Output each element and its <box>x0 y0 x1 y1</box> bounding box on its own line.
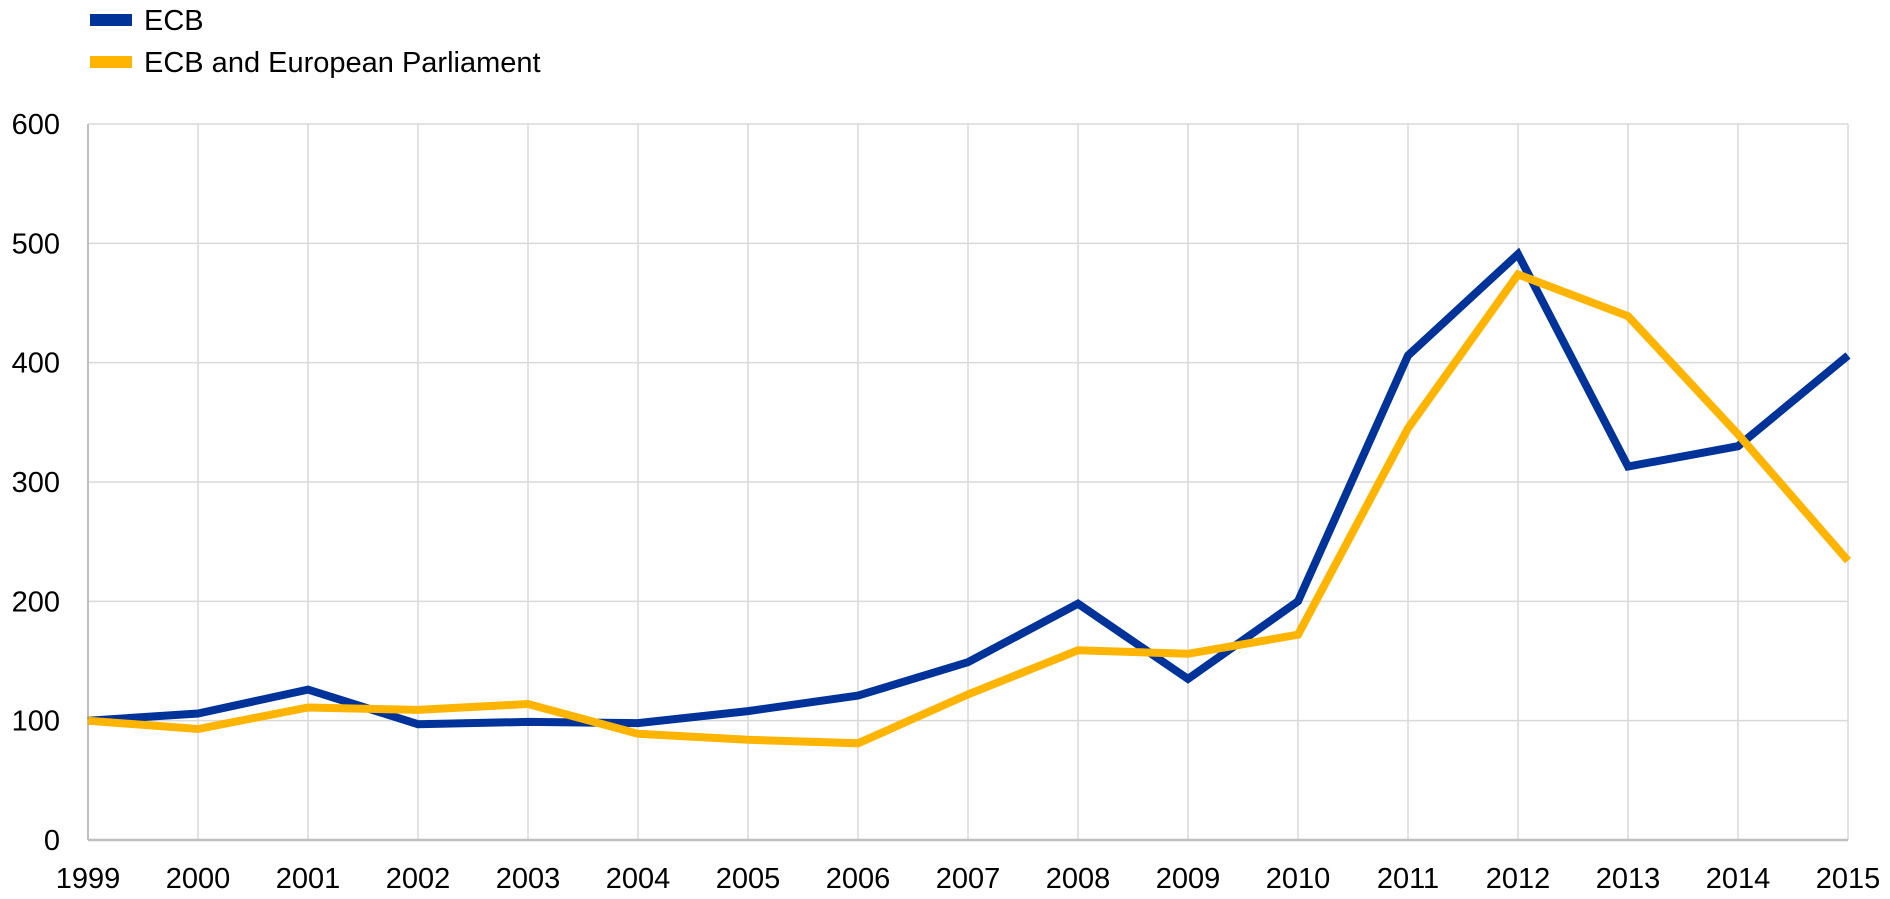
y-tick-label: 0 <box>44 825 60 857</box>
y-tick-label: 500 <box>12 228 60 260</box>
x-tick-label: 2014 <box>1706 863 1771 895</box>
x-tick-label: 2006 <box>826 863 891 895</box>
x-tick-label: 2009 <box>1156 863 1221 895</box>
y-tick-label: 100 <box>12 706 60 738</box>
x-tick-label: 2001 <box>276 863 341 895</box>
x-tick-label: 2013 <box>1596 863 1661 895</box>
gridlines <box>87 123 1849 840</box>
y-tick-label: 600 <box>12 109 60 141</box>
series-lines <box>87 247 1852 748</box>
axes: 0 100 200 300 400 500 600 1999 2000 2001 2002 2003 2… <box>12 109 1881 895</box>
y-tick-label: 300 <box>12 467 60 499</box>
x-tick-label: 2004 <box>606 863 671 895</box>
y-tick-label: 200 <box>12 586 60 618</box>
legend-label: ECB and European Parliament <box>144 47 541 79</box>
x-tick-label: 2012 <box>1486 863 1551 895</box>
legend-swatch <box>90 56 132 68</box>
x-tick-label: 2007 <box>936 863 1001 895</box>
x-tick-label: 2003 <box>496 863 561 895</box>
x-tick-label: 2008 <box>1046 863 1111 895</box>
x-tick-label: 2010 <box>1266 863 1331 895</box>
legend-label: ECB <box>144 5 204 37</box>
x-tick-label: 2002 <box>386 863 451 895</box>
x-tick-label: 2011 <box>1377 863 1439 895</box>
y-tick-label: 400 <box>12 348 60 380</box>
x-tick-label: 2015 <box>1816 863 1881 895</box>
x-tick-label: 2000 <box>166 863 231 895</box>
x-tick-label: 2005 <box>716 863 781 895</box>
legend-swatch <box>90 14 132 26</box>
legend: ECB ECB and European Parliament <box>90 5 541 79</box>
x-tick-label: 1999 <box>56 863 121 895</box>
